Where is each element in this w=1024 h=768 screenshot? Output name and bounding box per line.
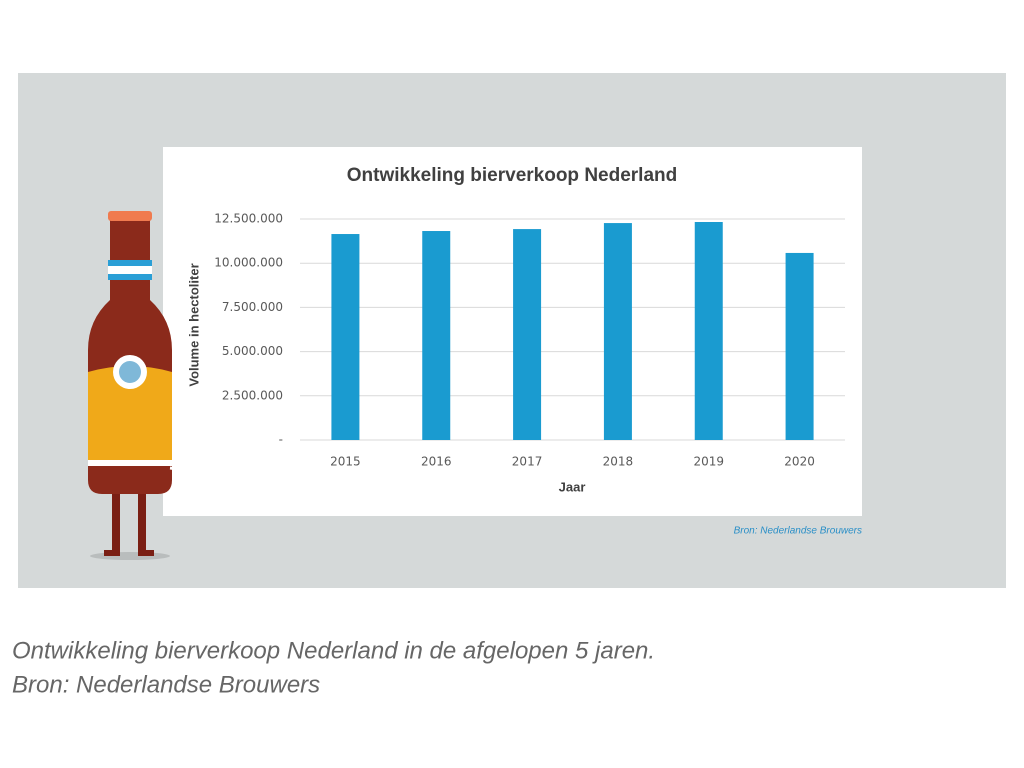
bar bbox=[422, 231, 451, 440]
x-axis-label: Jaar bbox=[559, 479, 586, 494]
y-tick-label: - bbox=[279, 433, 283, 447]
bar bbox=[694, 222, 723, 440]
x-tick-label: 2016 bbox=[421, 455, 452, 469]
bar bbox=[513, 229, 542, 440]
bottle bbox=[88, 211, 190, 560]
caption-line: Bron: Nederlandse Brouwers bbox=[12, 671, 320, 698]
y-tick-label: 5.000.000 bbox=[222, 344, 283, 358]
bar bbox=[603, 223, 632, 440]
y-axis-label: Volume in hectoliter bbox=[186, 263, 201, 386]
chart-card bbox=[163, 147, 862, 516]
y-tick-label: 7.500.000 bbox=[222, 300, 283, 314]
x-tick-label: 2015 bbox=[330, 455, 361, 469]
x-tick-label: 2018 bbox=[603, 455, 634, 469]
x-tick-label: 2020 bbox=[784, 455, 815, 469]
bar bbox=[331, 234, 360, 440]
x-tick-label: 2017 bbox=[512, 455, 543, 469]
y-tick-label: 2.500.000 bbox=[222, 388, 283, 402]
chart-title: Ontwikkeling bierverkoop Nederland bbox=[347, 165, 677, 186]
source: Bron: Nederlandse Brouwers bbox=[734, 526, 862, 537]
x-tick-label: 2019 bbox=[693, 455, 724, 469]
caption-line: Ontwikkeling bierverkoop Nederland in de… bbox=[12, 637, 655, 664]
y-tick-label: 10.000.000 bbox=[214, 256, 283, 270]
bar bbox=[785, 252, 814, 440]
y-tick-label: 12.500.000 bbox=[214, 212, 283, 226]
